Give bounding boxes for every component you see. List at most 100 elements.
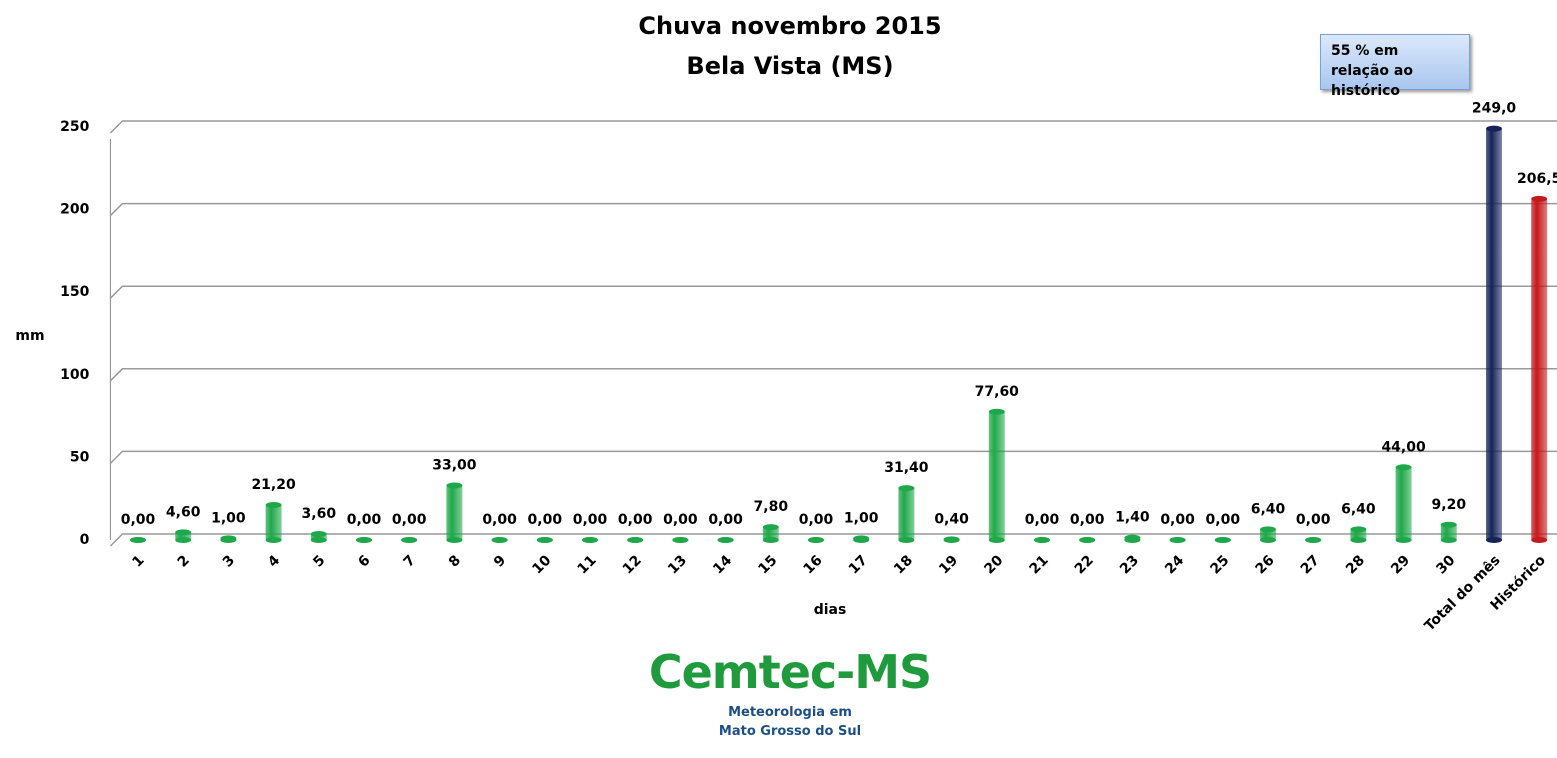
- bar-top: [1486, 125, 1502, 132]
- bar-top: [356, 537, 372, 543]
- bar-top: [582, 537, 598, 543]
- x-tick-label: 29: [1388, 552, 1413, 577]
- x-tick-label: 26: [1253, 552, 1278, 577]
- bar: [1531, 198, 1548, 540]
- grid-line: [109, 120, 1557, 134]
- bar: [762, 527, 779, 540]
- grid-line: [109, 202, 1557, 217]
- bar: [898, 488, 915, 540]
- bar: [1260, 529, 1276, 540]
- x-tick-label: 30: [1433, 552, 1458, 577]
- x-tick-label: 22: [1072, 552, 1097, 577]
- bar: [1486, 128, 1502, 541]
- value-label: 0,00: [392, 512, 427, 528]
- y-tick-label: 150: [60, 284, 89, 300]
- value-label: 0,00: [1296, 512, 1331, 528]
- x-tick-label: 3: [220, 552, 238, 570]
- x-tick-label: 2: [175, 552, 193, 570]
- x-tick-label: 5: [310, 552, 328, 570]
- x-tick-label: 19: [936, 552, 961, 577]
- x-tick-label: 13: [665, 552, 690, 577]
- x-tick-label: 12: [620, 552, 645, 577]
- value-label: 1,00: [211, 510, 246, 526]
- bar-top: [401, 537, 418, 543]
- value-label: 0,00: [618, 512, 653, 528]
- value-label: 3,60: [302, 506, 337, 522]
- value-label: 77,60: [975, 384, 1020, 400]
- bar: [265, 504, 282, 540]
- value-label: 206,5: [1517, 171, 1557, 187]
- bar-top: [1169, 537, 1186, 543]
- bar: [1350, 529, 1367, 540]
- value-label: 6,40: [1341, 501, 1376, 517]
- x-tick-label: 4: [265, 552, 283, 570]
- x-tick-label: 1: [129, 552, 147, 570]
- value-label: 249,0: [1472, 101, 1517, 117]
- bar-top: [265, 501, 282, 508]
- x-tick-label: 11: [575, 552, 600, 577]
- annotation: 55 % em relação ao histórico: [1320, 34, 1470, 99]
- bar-top: [672, 537, 689, 543]
- grid-line: [109, 533, 1557, 547]
- x-tick-label: 7: [401, 552, 419, 570]
- value-label: 0,00: [1025, 512, 1060, 528]
- bar-top: [1531, 195, 1548, 202]
- bar-top: [175, 529, 192, 536]
- value-label: 0,00: [482, 512, 517, 528]
- x-tick-label: 24: [1162, 552, 1187, 577]
- value-label: 0,00: [573, 512, 608, 528]
- value-label: 21,20: [251, 477, 296, 493]
- bar-top: [808, 537, 824, 543]
- x-tick-label: 27: [1298, 552, 1323, 577]
- x-tick-label: 25: [1207, 552, 1232, 577]
- value-label: 7,80: [754, 499, 789, 515]
- y-tick-label: 250: [60, 119, 89, 135]
- bar-top: [1124, 534, 1141, 541]
- value-label: 0,00: [1070, 512, 1105, 528]
- value-label: 1,00: [844, 510, 879, 526]
- x-tick-label: 14: [710, 552, 735, 577]
- value-label: 0,00: [663, 512, 698, 528]
- bar: [1395, 467, 1412, 540]
- chart-title: Chuva novembro 2015: [638, 12, 941, 40]
- bar: [446, 485, 463, 540]
- x-tick-label: 21: [1027, 552, 1052, 577]
- value-label: 6,40: [1251, 501, 1286, 517]
- x-tick-label: 10: [529, 552, 554, 577]
- logo-name: Cemtec-MS: [648, 645, 932, 699]
- x-tick-label: 18: [891, 552, 916, 577]
- bar-top: [1440, 521, 1457, 528]
- value-label: 9,20: [1432, 497, 1467, 513]
- bar-top: [1260, 526, 1276, 533]
- bar-top: [491, 537, 508, 543]
- value-label: 0,00: [347, 512, 382, 528]
- x-tick-label: 6: [355, 552, 373, 570]
- value-label: 33,00: [432, 457, 477, 473]
- bar-top: [130, 537, 146, 543]
- value-label: 0,40: [934, 511, 969, 527]
- grid-line: [109, 285, 1557, 299]
- bar-top: [1079, 537, 1096, 543]
- bar-top: [898, 485, 915, 492]
- logo-tagline: Meteorologia em Mato Grosso do Sul: [718, 705, 862, 739]
- value-label: 31,40: [884, 460, 929, 476]
- logo: Cemtec-MS Meteorologia em Mato Grosso do…: [620, 645, 960, 741]
- bar-top: [853, 535, 870, 542]
- x-tick-label: 28: [1343, 552, 1368, 577]
- x-axis-label: dias: [814, 602, 847, 618]
- bar-top: [717, 537, 734, 543]
- value-label: 0,00: [121, 512, 156, 528]
- y-tick-label: 50: [70, 449, 90, 465]
- value-label: 0,00: [799, 512, 834, 528]
- bar-top: [1395, 464, 1412, 471]
- bar: [988, 411, 1005, 540]
- bar-top: [310, 531, 327, 538]
- bar-top: [627, 537, 644, 543]
- bar-top: [536, 537, 553, 543]
- value-label: 0,00: [708, 512, 743, 528]
- x-tick-label: 17: [846, 552, 871, 577]
- x-tick-label: 8: [446, 552, 464, 570]
- value-label: 44,00: [1381, 439, 1426, 455]
